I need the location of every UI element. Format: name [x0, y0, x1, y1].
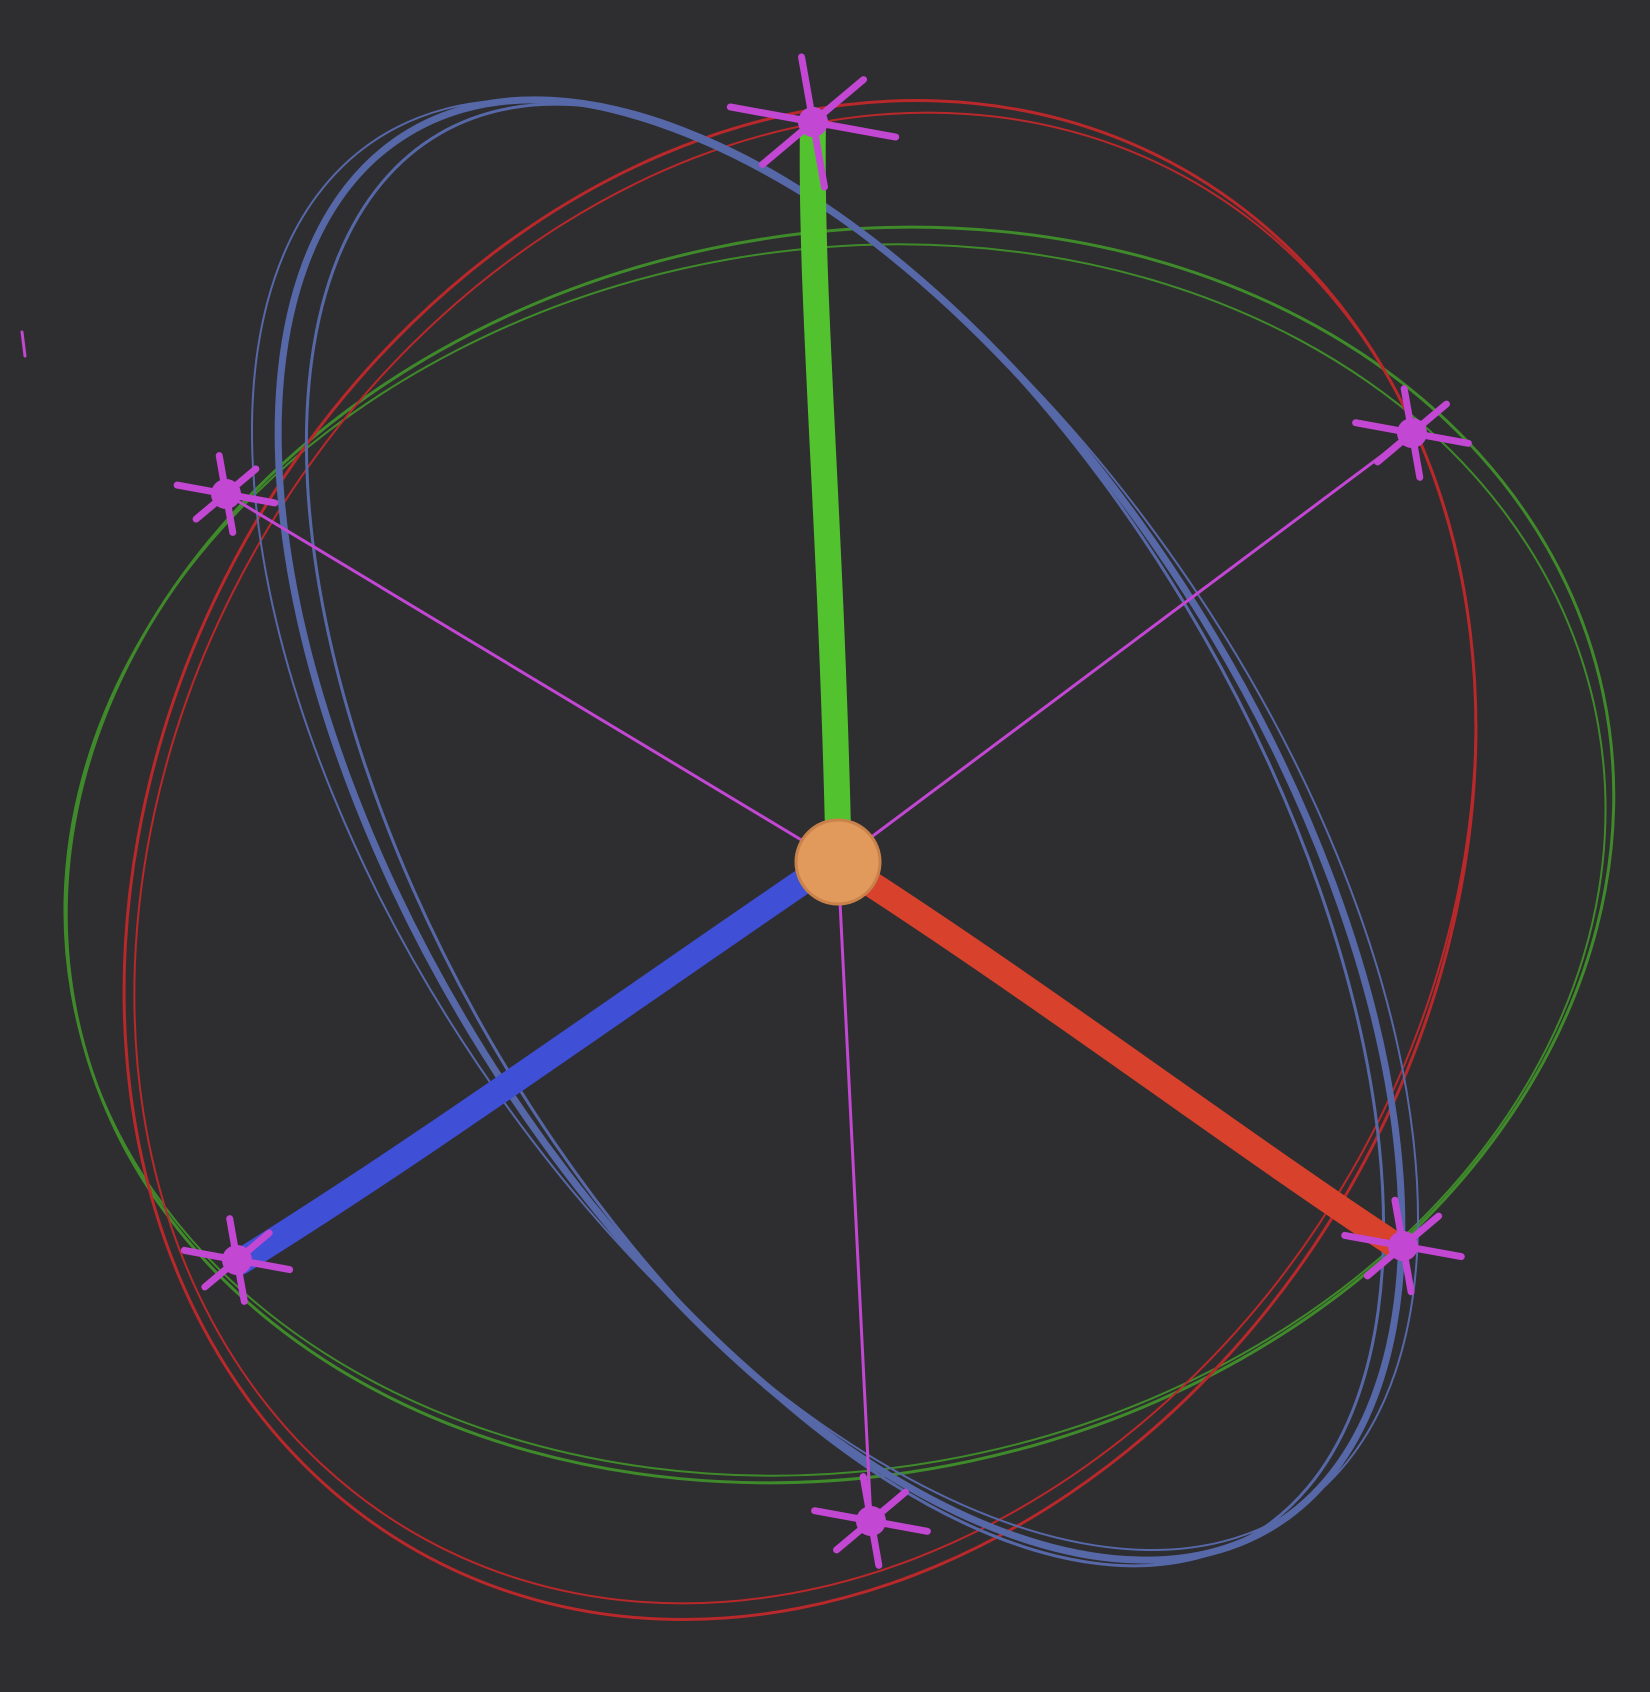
star-marker-core [1397, 418, 1427, 448]
star-marker-upper-right-icon[interactable] [1352, 385, 1472, 481]
axis-z-arm[interactable] [227, 867, 818, 1275]
axis-y-arm[interactable] [799, 107, 851, 843]
star-marker-core [856, 1506, 886, 1536]
star-marker-core [798, 107, 828, 137]
star-marker-lower-right-icon[interactable] [1341, 1196, 1465, 1296]
spoke-bottom [836, 860, 873, 1523]
ring-blue-stroke-3 [250, 99, 1420, 1551]
star-marker-core [211, 479, 241, 509]
ring-blue-stroke-2 [304, 102, 1386, 1568]
markers-group [173, 53, 1472, 1569]
center-dot-icon[interactable] [794, 818, 882, 906]
ring-green-stroke-2 [63, 243, 1607, 1477]
star-marker-bottom-icon[interactable] [811, 1473, 931, 1569]
ring-blue[interactable] [49, 0, 1630, 1692]
star-marker-core [222, 1245, 252, 1275]
stray-mark [20, 330, 27, 358]
axis-x-arm[interactable] [852, 867, 1408, 1258]
star-marker-top-icon[interactable] [726, 53, 900, 191]
spoke-upper-right [836, 431, 1414, 864]
star-marker-lower-left-icon[interactable] [180, 1215, 294, 1305]
star-marker-core [1388, 1231, 1418, 1261]
star-marker-upper-left-icon[interactable] [173, 452, 279, 536]
axes-group [227, 107, 1408, 1275]
spoke-upper-left [224, 492, 840, 864]
